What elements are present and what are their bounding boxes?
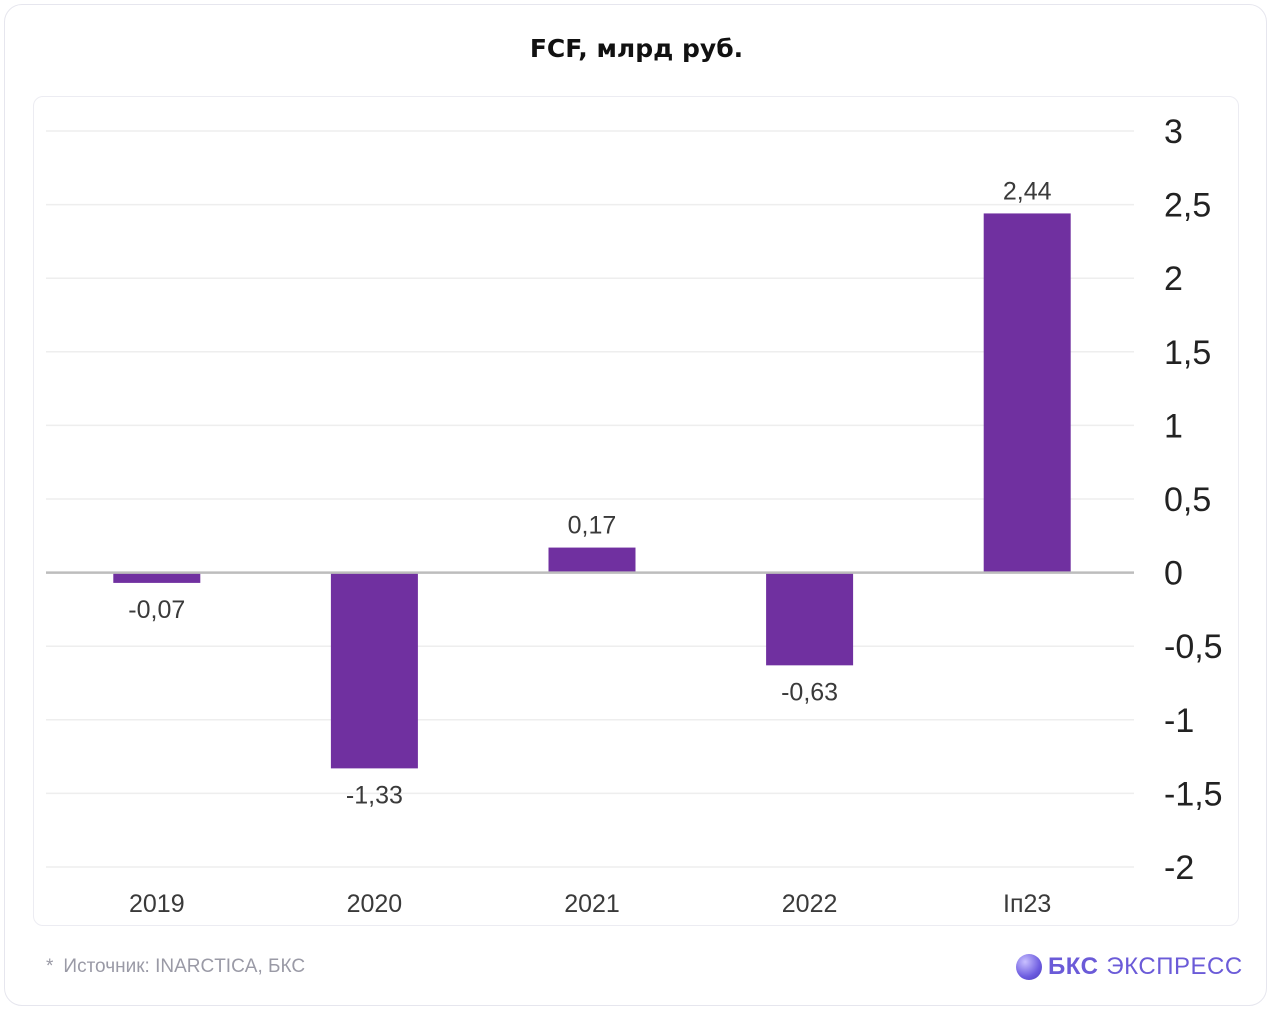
chart-panel: 3 2,5 2 1,5 1 0,5 0 -0,5 -1 -1,5 -2 -0,07 2019 -1,33 2…: [33, 96, 1239, 926]
y-tick-label: 0,5: [1164, 481, 1211, 519]
data-label: 2,44: [1003, 177, 1052, 205]
data-label: -0,63: [781, 678, 838, 706]
bar: [766, 572, 854, 666]
bar: [330, 572, 418, 769]
source-note: * Источник: INARCTICA, БКС: [46, 956, 305, 978]
y-tick-label: 3: [1164, 113, 1183, 151]
data-label: -1,33: [346, 781, 403, 809]
x-tick-label: Iп23: [1003, 890, 1051, 918]
bar: [113, 572, 201, 583]
data-label: -0,07: [128, 596, 185, 624]
y-tick-label: 2: [1164, 260, 1183, 298]
y-tick-label: -0,5: [1164, 628, 1223, 666]
chart-title: FCF, млрд руб.: [529, 34, 744, 63]
x-tick-label: 2022: [782, 890, 838, 918]
y-tick-label: -1,5: [1164, 775, 1223, 813]
bar: [983, 213, 1071, 573]
bar: [548, 547, 636, 573]
brand-logo: БКС ЭКСПРЕСС: [1016, 952, 1243, 982]
bks-logo-icon: [1016, 954, 1042, 980]
y-tick-label: 2,5: [1164, 187, 1211, 225]
x-tick-label: 2019: [129, 890, 185, 918]
footnote-star: *: [46, 956, 54, 977]
bar-chart: 3 2,5 2 1,5 1 0,5 0 -0,5 -1 -1,5 -2 -0,07 2019 -1,33 2…: [46, 113, 1223, 918]
x-tick-label: 2020: [347, 890, 403, 918]
y-tick-label: -1: [1164, 702, 1194, 740]
brand-name: БКС: [1048, 953, 1099, 980]
brand-suffix: ЭКСПРЕСС: [1106, 953, 1243, 980]
x-tick-label: 2021: [564, 890, 620, 918]
y-tick-label: 1: [1164, 407, 1183, 445]
source-text: Источник: INARCTICA, БКС: [63, 956, 306, 977]
y-tick-label: 0: [1164, 555, 1183, 593]
y-tick-label: 1,5: [1164, 334, 1211, 372]
y-tick-label: -2: [1164, 849, 1194, 887]
data-label: 0,17: [568, 512, 617, 540]
